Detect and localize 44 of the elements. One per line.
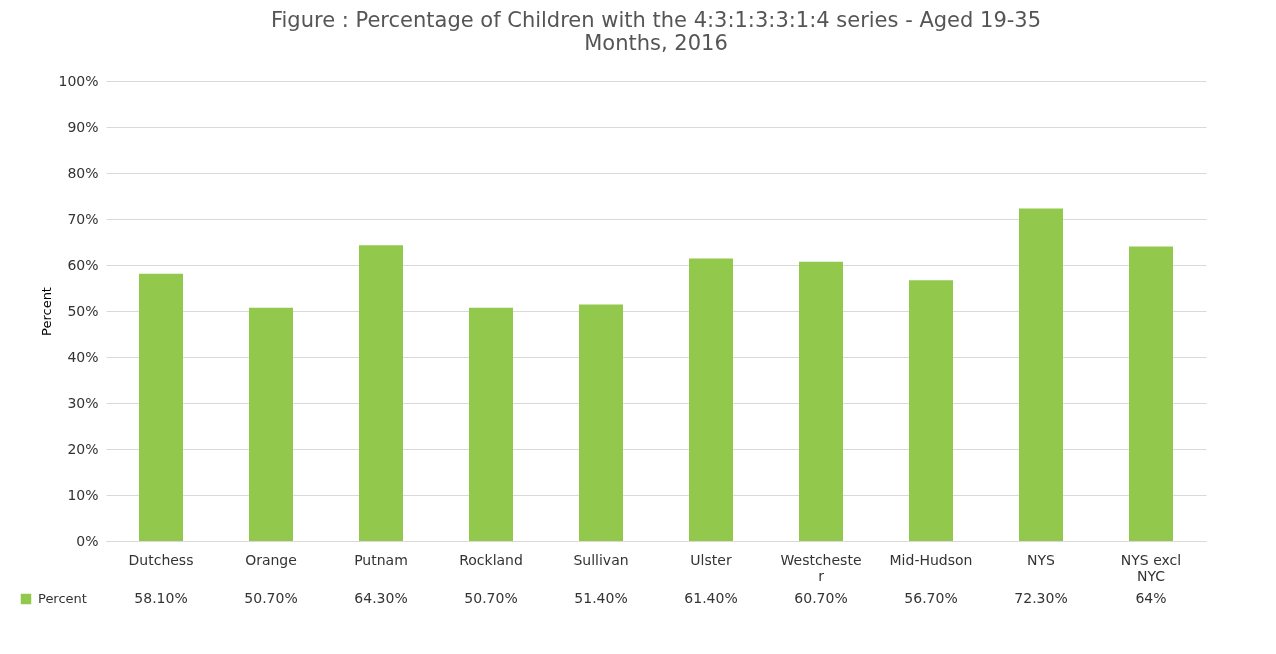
data-label: 64.30%: [354, 590, 408, 606]
bar: [689, 258, 733, 541]
chart-title: Figure : Percentage of Children with the 4:3:1:3:3:1:4 series - Aged 19-35 Months, 2016: [270, 8, 1042, 55]
bar: [799, 261, 843, 541]
x-tick-label: NYS: [1027, 551, 1056, 568]
data-label: 64%: [1135, 590, 1167, 606]
y-tick-label: 20%: [67, 440, 99, 457]
y-tick-label: 80%: [67, 164, 99, 181]
y-tick-label: 30%: [67, 394, 99, 411]
x-tick-label: Dutchess: [128, 551, 194, 568]
bar: [579, 304, 623, 541]
bar: [359, 245, 403, 541]
legend-label: Percent: [38, 591, 87, 606]
y-tick-label: 10%: [67, 486, 99, 503]
bar: [139, 273, 183, 541]
bar: [1129, 246, 1173, 541]
x-tick-label: Orange: [245, 551, 297, 568]
x-tick-label: Putnam: [354, 551, 408, 568]
x-tick-label: Sullivan: [573, 551, 629, 568]
data-label: 50.70%: [244, 590, 298, 606]
y-tick-label: 60%: [67, 256, 99, 273]
x-tick-label: Mid-Hudson: [889, 551, 973, 568]
data-label: 61.40%: [684, 590, 738, 606]
data-label: 58.10%: [134, 590, 188, 606]
y-tick-label: 90%: [67, 118, 99, 135]
data-label: 72.30%: [1014, 590, 1068, 606]
bar: [469, 307, 513, 541]
x-tick-label: Ulster: [690, 551, 732, 568]
x-tick-label: Rockland: [459, 551, 523, 568]
data-label: 56.70%: [904, 590, 958, 606]
bar: [249, 307, 293, 541]
y-tick-label: 40%: [67, 348, 99, 365]
y-tick-label: 70%: [67, 210, 99, 227]
data-label: 60.70%: [794, 590, 848, 606]
x-tick-label: NYS excl NYC: [1120, 551, 1182, 584]
y-tick-label: 50%: [67, 302, 99, 319]
bar: [1019, 208, 1063, 541]
data-label: 51.40%: [574, 590, 628, 606]
y-axis-title: Percent: [39, 287, 55, 336]
y-tick-label: 100%: [58, 72, 99, 89]
y-tick-label: 0%: [76, 532, 99, 549]
data-label: 50.70%: [464, 590, 518, 606]
x-tick-label: Westchester: [780, 551, 862, 584]
bar: [909, 280, 953, 541]
